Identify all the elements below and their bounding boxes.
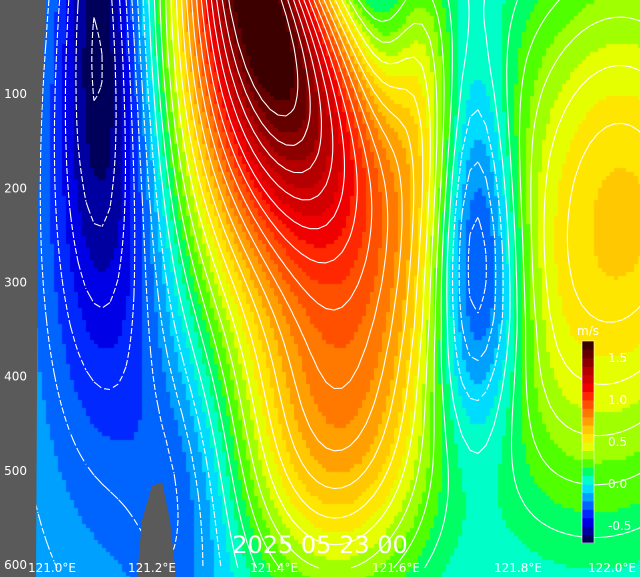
contour-lines xyxy=(29,0,640,569)
colorbar-swatch xyxy=(582,475,594,485)
colorbar-swatch xyxy=(582,458,594,468)
colorbar-swatch xyxy=(582,341,594,350)
contour-positive xyxy=(170,0,640,546)
contour-positive xyxy=(205,0,346,230)
colorbar-swatch xyxy=(582,349,594,359)
colorbar-swatch xyxy=(582,492,594,502)
y-tick-label: 200 xyxy=(4,181,27,195)
colorbar-swatch xyxy=(582,433,594,443)
contour-positive xyxy=(159,0,640,569)
x-tick-label: 121.6°E xyxy=(372,561,420,575)
x-tick-label: 121.4°E xyxy=(250,561,298,575)
colorbar-swatch xyxy=(582,374,594,384)
colorbar-swatch xyxy=(582,450,594,460)
colorbar-swatch xyxy=(582,526,594,536)
contour-positive xyxy=(196,0,373,311)
contour-negative xyxy=(53,0,136,391)
contour-positive xyxy=(181,0,415,490)
colorbar-tick-label: 0.0 xyxy=(608,477,627,491)
colorbar-swatch xyxy=(582,425,594,435)
colorbar-swatch xyxy=(582,509,594,519)
land-seamount xyxy=(137,482,176,577)
y-tick-label: 600 xyxy=(4,558,27,572)
colorbar-swatch xyxy=(582,416,594,426)
contour-positive xyxy=(221,0,311,146)
timestamp-label: 2025 05 23 00 xyxy=(232,531,408,559)
contour-negative xyxy=(91,17,103,102)
land-west xyxy=(0,0,46,577)
colorbar-tick-label: 0.5 xyxy=(608,435,627,449)
y-tick-label: 100 xyxy=(4,87,27,101)
colorbar-swatch xyxy=(582,366,594,376)
contour-positive xyxy=(175,0,640,519)
contour-positive xyxy=(228,0,299,117)
x-tick-label: 121.0°E xyxy=(28,561,76,575)
colorbar-swatch xyxy=(582,467,594,477)
colorbar-swatch xyxy=(582,357,594,367)
contour-positive xyxy=(200,0,358,264)
colorbar-frame xyxy=(581,340,595,544)
x-tick-label: 121.8°E xyxy=(494,561,542,575)
land-mask xyxy=(0,0,176,577)
colorbar-swatch xyxy=(582,383,594,392)
colorbar-tick-label: 1.5 xyxy=(608,351,627,365)
contour-positive xyxy=(165,0,640,569)
contour-negative xyxy=(75,0,117,228)
contour-positive xyxy=(191,0,389,390)
colorbar-swatch xyxy=(582,484,594,493)
colorbar-swatch xyxy=(582,399,594,409)
y-axis: 100 200 300 400 500 600 xyxy=(4,87,27,572)
colorbar: 1.5 1.0 0.5 0.0 -0.5 m/s xyxy=(577,324,631,544)
x-tick-label: 121.2°E xyxy=(128,561,176,575)
x-axis: 121.0°E 121.2°E 121.4°E 121.6°E 121.8°E 122.0… xyxy=(28,561,636,575)
colorbar-unit-label: m/s xyxy=(577,324,599,338)
colorbar-tick-label: 1.0 xyxy=(608,393,627,407)
y-tick-label: 500 xyxy=(4,464,27,478)
y-tick-label: 400 xyxy=(4,370,27,384)
contour-negative xyxy=(64,0,127,309)
x-tick-label: 122.0°E xyxy=(588,561,636,575)
colorbar-tick-label: -0.5 xyxy=(608,519,631,533)
contour-positive xyxy=(186,0,403,452)
contour-positive xyxy=(153,0,640,569)
colorbar-swatch xyxy=(582,391,594,401)
colorbar-swatch xyxy=(582,517,594,527)
contour-negative xyxy=(39,0,487,558)
contour-negative xyxy=(142,0,504,569)
colorbar-swatch xyxy=(582,408,594,418)
contour-positive xyxy=(148,0,511,569)
colorbar-swatch xyxy=(582,500,594,510)
y-tick-label: 300 xyxy=(4,276,27,290)
colorbar-swatch xyxy=(582,442,594,451)
contour-positive xyxy=(216,0,322,174)
contour-positive xyxy=(210,0,334,201)
colorbar-swatch xyxy=(582,534,594,544)
